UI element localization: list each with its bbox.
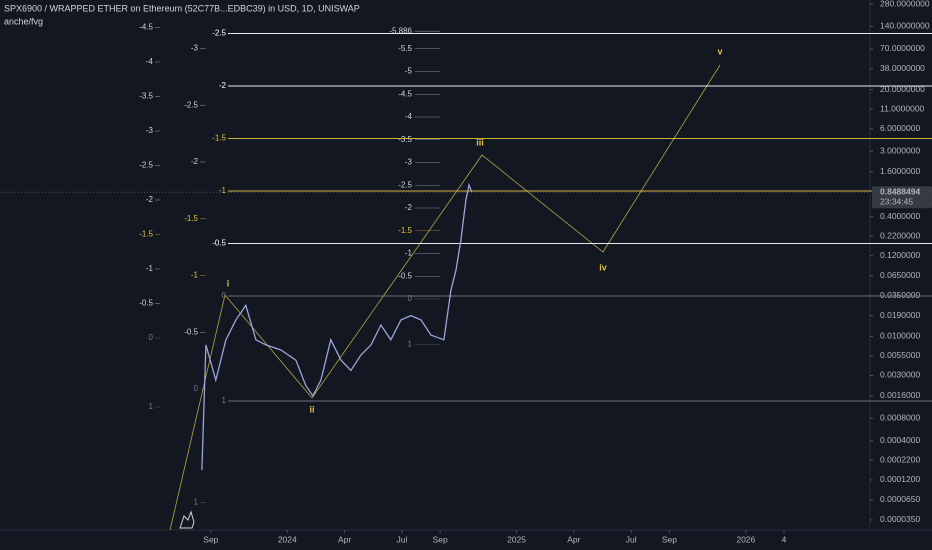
- fib-level-label: -4.5: [398, 89, 412, 98]
- y-tick-label: 0.4000000: [880, 211, 920, 221]
- fib-level-label: -0.5: [184, 327, 198, 336]
- y-tick-label: 70.0000000: [880, 43, 925, 53]
- y-tick-label: 0.0100000: [880, 331, 920, 341]
- price-axis: [870, 0, 932, 530]
- y-tick-label: 0.0650000: [880, 270, 920, 280]
- fib-level-label: -4: [405, 112, 413, 121]
- y-tick-label: 0.0055000: [880, 350, 920, 360]
- y-tick-label: 20.0000000: [880, 84, 925, 94]
- x-tick-label: Apr: [338, 534, 351, 544]
- fib-level-label: 0: [194, 384, 199, 393]
- x-tick-label: Jul: [396, 534, 407, 544]
- x-tick-label: Sep: [662, 534, 677, 544]
- fib-level-label: -5.5: [398, 44, 412, 53]
- fib-level-label: -5: [405, 67, 413, 76]
- y-tick-label: 0.0030000: [880, 370, 920, 380]
- fib-level-label: -1: [219, 186, 227, 195]
- y-tick-label: 0.0016000: [880, 390, 920, 400]
- y-tick-label: 0.0008000: [880, 413, 920, 423]
- fib-level-label: -2: [405, 203, 413, 212]
- fib-level-label: -0.5: [398, 271, 412, 280]
- fib-level-label: -0.5: [139, 299, 153, 308]
- fib-level-label: -2.5: [398, 180, 412, 189]
- last-price-label: 0.8488494: [880, 186, 920, 196]
- y-tick-label: 0.0190000: [880, 310, 920, 320]
- y-tick-label: 0.0000350: [880, 514, 920, 524]
- last-price-box: [872, 186, 932, 209]
- fib-level-label: -1: [191, 271, 199, 280]
- x-tick-label: Sep: [203, 534, 218, 544]
- fib-level-label: -3: [405, 158, 413, 167]
- fib-level-label: -1.5: [184, 214, 198, 223]
- y-tick-label: 0.0000650: [880, 494, 920, 504]
- y-tick-label: 6.0000000: [880, 123, 920, 133]
- y-tick-label: 0.0350000: [880, 290, 920, 300]
- fib-level-label: -1.5: [212, 134, 226, 143]
- tv-logo: [179, 510, 195, 529]
- wave-label: iv: [599, 262, 607, 272]
- fib-level-label: -1.5: [398, 226, 412, 235]
- fib-level-label: 0: [222, 291, 227, 300]
- wave-label: v: [717, 46, 722, 56]
- y-tick-label: 0.1200000: [880, 250, 920, 260]
- fib-level-label: -2: [219, 81, 227, 90]
- y-tick-label: 0.0002200: [880, 455, 920, 465]
- fib-level-label: -3: [191, 44, 199, 53]
- y-tick-label: 3.0000000: [880, 145, 920, 155]
- fib-level-label: -2.5: [184, 100, 198, 109]
- wave-label: i: [227, 278, 230, 288]
- wave-path: [169, 64, 721, 531]
- x-tick-label: Sep: [433, 534, 448, 544]
- fib-level-label: 0: [408, 294, 413, 303]
- fib-level-label: 1: [194, 498, 199, 507]
- fib-level-label: -1: [405, 249, 413, 258]
- fib-level-label: -1: [146, 264, 154, 273]
- fib-level-label: -5.886: [389, 26, 412, 35]
- y-tick-label: 1.6000000: [880, 166, 920, 176]
- fib-level-label: 1: [408, 340, 413, 349]
- price-line: [201, 182, 473, 471]
- wave-label: iii: [476, 137, 484, 147]
- fib-level-label: -2.5: [212, 29, 226, 38]
- fib-level-label: -3: [146, 126, 154, 135]
- y-tick-label: 280.0000000: [880, 0, 930, 8]
- countdown-label: 23:34:45: [880, 196, 913, 206]
- fib-level-label: -1.5: [139, 230, 153, 239]
- fib-level-label: -2.5: [139, 161, 153, 170]
- y-tick-label: 0.2200000: [880, 230, 920, 240]
- chart-subtitle: anche/fvg: [4, 16, 43, 26]
- x-tick-label: 2025: [507, 534, 526, 544]
- fib-level-label: -2: [146, 195, 154, 204]
- x-tick-label: 2026: [736, 534, 755, 544]
- wave-label: ii: [309, 404, 314, 414]
- fib-level-label: 1: [222, 396, 227, 405]
- chart-title: SPX6900 / WRAPPED ETHER on Ethereum (52C…: [4, 3, 360, 13]
- y-tick-label: 38.0000000: [880, 63, 925, 73]
- y-tick-label: 140.0000000: [880, 21, 930, 31]
- y-tick-label: 11.0000000: [880, 103, 925, 113]
- y-tick-label: 0.0004000: [880, 435, 920, 445]
- fib-level-label: 1: [149, 402, 154, 411]
- fib-level-label: -3.5: [139, 92, 153, 101]
- fib-level-label: -0.5: [212, 239, 226, 248]
- fib-level-label: -2: [191, 157, 199, 166]
- fib-level-label: -4.5: [139, 23, 153, 32]
- fib-level-label: 0: [149, 333, 154, 342]
- x-tick-label: Jul: [626, 534, 637, 544]
- fib-level-label: -4: [146, 57, 154, 66]
- x-tick-label: Apr: [567, 534, 580, 544]
- y-tick-label: 0.0001200: [880, 474, 920, 484]
- x-tick-label: 4: [782, 534, 787, 544]
- x-tick-label: 2024: [278, 534, 297, 544]
- fib-level-label: -3.5: [398, 135, 412, 144]
